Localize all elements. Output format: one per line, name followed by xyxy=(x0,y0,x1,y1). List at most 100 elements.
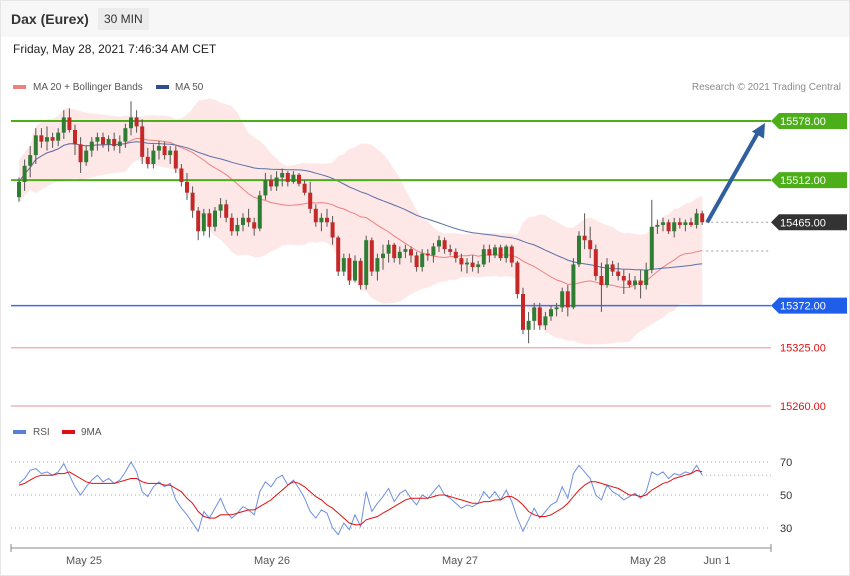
rsi-legend-label: RSI xyxy=(33,427,50,438)
rsi-level-30-label: 30 xyxy=(780,523,792,535)
candle-body xyxy=(229,217,234,232)
candle-body xyxy=(375,258,380,272)
candle-body xyxy=(129,117,133,129)
pivot-level-3-tag xyxy=(771,297,847,314)
candle-body xyxy=(190,192,195,211)
candle-body xyxy=(593,249,598,277)
candle-body xyxy=(543,316,548,326)
candle-body xyxy=(173,150,178,169)
candle-body xyxy=(459,258,464,265)
candle-body xyxy=(319,217,324,223)
resistance-level-0-tag xyxy=(771,113,847,129)
ma20-legend-swatch xyxy=(13,85,26,89)
candle-body xyxy=(257,195,262,229)
candle-body xyxy=(605,264,609,286)
candle-body xyxy=(207,213,212,227)
ma20-line xyxy=(18,137,703,289)
candle-body xyxy=(297,174,301,184)
candle-body xyxy=(325,217,329,223)
candle-body xyxy=(431,246,436,256)
candle-body xyxy=(470,262,475,268)
resistance-level-1-tag xyxy=(771,172,847,189)
candle-body xyxy=(364,240,369,286)
candle-body xyxy=(621,276,626,281)
last-level-2-tag xyxy=(771,214,847,231)
ma50-legend-swatch xyxy=(156,85,169,89)
candle-body xyxy=(369,240,374,272)
price-levels: 15578.00 15512.00 15465.00 15372.00 15325.00… xyxy=(11,113,847,413)
candle-body xyxy=(672,222,677,232)
candle-body xyxy=(655,224,660,227)
candle-body xyxy=(336,237,341,272)
candle-body xyxy=(610,264,615,272)
x-tick-label: May 25 xyxy=(66,555,102,567)
bollinger-bands xyxy=(18,98,703,345)
timeframe-selector[interactable]: 30 MIN xyxy=(98,8,149,30)
candle-body xyxy=(526,320,531,330)
candle-body xyxy=(61,117,66,133)
candle-body xyxy=(39,135,44,142)
candle-body xyxy=(17,181,21,198)
candle-body xyxy=(498,247,503,259)
candle-body xyxy=(560,291,565,308)
candle-body xyxy=(521,293,525,330)
candle-body xyxy=(145,156,150,165)
candle-body xyxy=(285,172,290,182)
candle-body xyxy=(649,226,654,270)
candle-body xyxy=(224,204,229,218)
candle-body xyxy=(565,291,570,308)
candle-body xyxy=(627,280,632,286)
x-tick-label: May 27 xyxy=(442,555,478,567)
candlesticks xyxy=(17,101,705,344)
candle-body xyxy=(28,155,33,166)
candle-body xyxy=(677,222,682,225)
candle-body xyxy=(476,264,481,268)
x-tick-label: Jun 1 xyxy=(704,555,731,567)
candle-body xyxy=(196,210,201,232)
x-tick-label: May 28 xyxy=(630,555,666,567)
candle-body xyxy=(78,144,83,163)
candle-body xyxy=(330,222,335,238)
candle-body xyxy=(313,208,318,223)
support-level-5-label: 15260.00 xyxy=(780,401,826,413)
candle-body xyxy=(45,137,49,142)
candle-body xyxy=(571,264,576,308)
candle-body xyxy=(151,150,156,165)
candle-body xyxy=(504,246,509,259)
arrow-shaft xyxy=(705,128,762,224)
candle-body xyxy=(599,276,604,286)
candle-body xyxy=(84,150,89,163)
candle-body xyxy=(291,174,296,182)
x-axis: May 25 May 26 May 27 May 28 Jun 1 xyxy=(10,544,772,567)
candle-body xyxy=(493,247,497,256)
candle-body xyxy=(101,137,105,145)
candle-body xyxy=(683,222,688,225)
candle-body xyxy=(633,280,637,286)
candle-body xyxy=(537,307,542,326)
candle-body xyxy=(123,128,128,142)
candle-body xyxy=(179,168,184,182)
candle-body xyxy=(465,262,469,265)
candle-body xyxy=(666,222,671,232)
candle-body xyxy=(106,138,111,145)
candle-body xyxy=(157,146,161,151)
candle-body xyxy=(582,235,587,241)
resistance-level-1-label: 15512.00 xyxy=(780,175,826,187)
candle-body xyxy=(308,192,313,209)
resistance-level-0-label: 15578.00 xyxy=(780,116,826,128)
copyright: Research © 2021 Trading Central xyxy=(692,82,841,93)
candle-body xyxy=(252,222,257,229)
candle-body xyxy=(414,255,419,268)
candle-body xyxy=(442,240,447,250)
last-level-2-label: 15465.00 xyxy=(780,217,826,229)
candle-body xyxy=(453,251,458,259)
candle-body xyxy=(487,249,492,256)
ma20-legend-label: MA 20 + Bollinger Bands xyxy=(33,82,143,93)
candle-body xyxy=(661,222,665,225)
candle-body xyxy=(644,269,649,286)
candle-body xyxy=(302,183,307,193)
candle-body xyxy=(448,249,453,252)
candle-body xyxy=(358,260,363,286)
